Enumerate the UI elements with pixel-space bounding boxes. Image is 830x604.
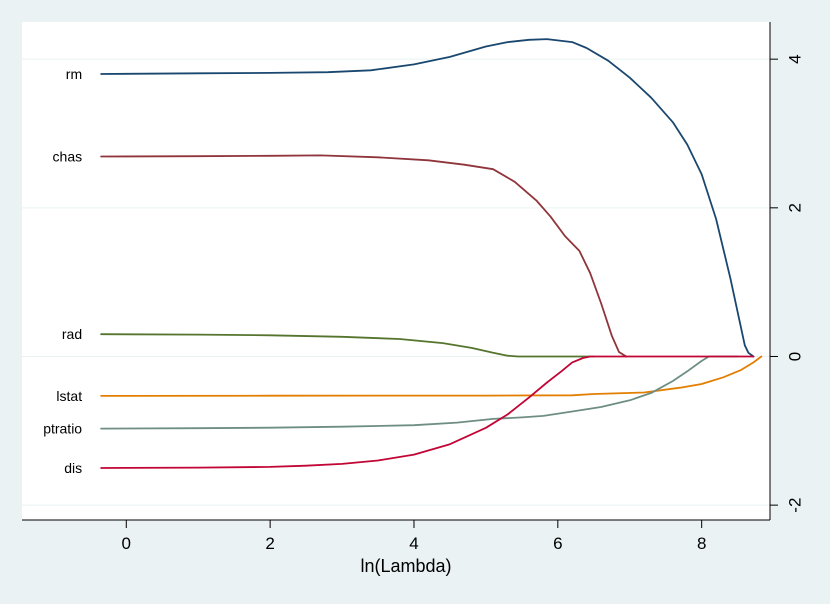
series-line-lstat <box>100 355 763 397</box>
x-tick-label-4: 8 <box>697 534 706 553</box>
gridlines <box>22 58 770 506</box>
series-labels: rm chas rad lstat ptratio dis <box>43 66 82 476</box>
y-tick-label-1: 0 <box>786 352 805 361</box>
x-tick-label-3: 6 <box>553 534 562 553</box>
series-label-lstat: lstat <box>56 388 82 404</box>
x-axis-title: ln(Lambda) <box>360 556 451 576</box>
series-label-chas: chas <box>53 149 83 165</box>
x-tick-label-1: 2 <box>265 534 274 553</box>
y-tick-label-3: 4 <box>786 54 805 63</box>
series-label-rm: rm <box>66 66 82 82</box>
series-label-dis: dis <box>64 460 82 476</box>
series-line-rm <box>100 38 755 358</box>
series-label-rad: rad <box>62 326 82 342</box>
series-lines <box>100 38 763 469</box>
y-tick-label-0: -2 <box>786 498 805 513</box>
series-line-chas <box>100 154 628 358</box>
y-axis-ticks: -2 0 2 4 <box>770 54 805 513</box>
series-label-ptratio: ptratio <box>43 421 82 437</box>
series-line-dis <box>100 355 755 469</box>
axes <box>22 22 771 521</box>
series-line-ptratio <box>100 355 739 430</box>
plot-area <box>22 22 770 520</box>
x-tick-label-2: 4 <box>409 534 418 553</box>
x-tick-label-0: 0 <box>122 534 131 553</box>
series-line-rad <box>100 333 595 358</box>
x-axis-ticks: 0 2 4 6 8 <box>122 520 706 553</box>
y-tick-label-2: 2 <box>786 203 805 212</box>
